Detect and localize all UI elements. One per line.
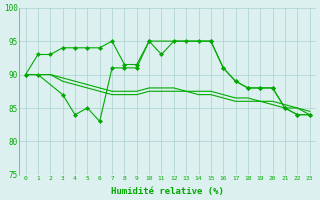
X-axis label: Humidité relative (%): Humidité relative (%) bbox=[111, 187, 224, 196]
